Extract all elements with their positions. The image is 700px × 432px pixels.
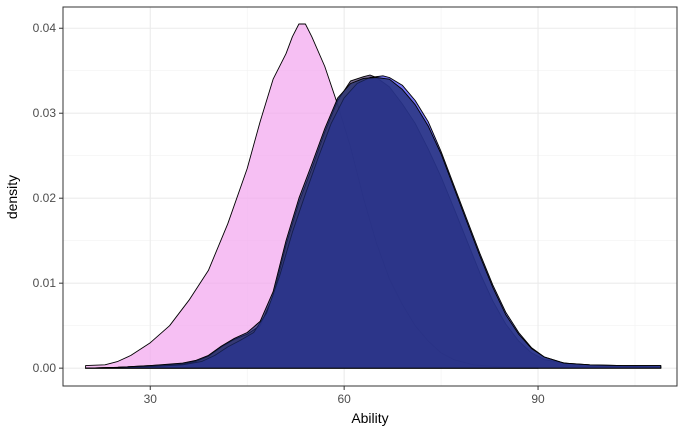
y-tick-label: 0.02 [33, 191, 57, 205]
y-tick-label: 0.04 [33, 21, 57, 35]
y-tick-label: 0.03 [33, 106, 57, 120]
x-tick-label: 60 [337, 392, 351, 406]
x-axis-title: Ability [351, 410, 388, 426]
y-axis-title: density [4, 175, 20, 219]
x-tick-label: 30 [144, 392, 158, 406]
y-tick-label: 0.01 [33, 276, 57, 290]
axis-ticks: 30 60 90 0.00 0.01 0.02 0.03 0.04 [33, 21, 545, 406]
density-area-4 [85, 77, 662, 369]
x-tick-label: 90 [531, 392, 545, 406]
density-areas [85, 23, 662, 369]
panel-border [62, 6, 678, 387]
y-tick-label: 0.00 [33, 361, 57, 375]
